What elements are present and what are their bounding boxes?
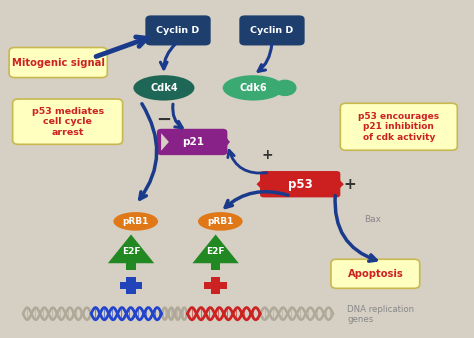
FancyBboxPatch shape — [9, 48, 107, 78]
Polygon shape — [204, 282, 227, 289]
FancyBboxPatch shape — [157, 129, 228, 155]
Polygon shape — [256, 177, 264, 192]
Polygon shape — [126, 263, 136, 270]
Ellipse shape — [223, 75, 284, 101]
Text: E2F: E2F — [206, 247, 225, 256]
FancyBboxPatch shape — [239, 16, 305, 45]
FancyBboxPatch shape — [146, 16, 210, 45]
Ellipse shape — [113, 212, 158, 231]
Text: Bax: Bax — [365, 215, 382, 224]
Text: Cdk4: Cdk4 — [150, 83, 178, 93]
Text: −: − — [156, 111, 172, 129]
Text: pRB1: pRB1 — [123, 217, 149, 226]
Polygon shape — [108, 235, 154, 263]
Text: pRB1: pRB1 — [207, 217, 234, 226]
FancyBboxPatch shape — [331, 259, 420, 288]
Text: p53 encourages
p21 inhibition
of cdk activity: p53 encourages p21 inhibition of cdk act… — [358, 112, 439, 142]
Polygon shape — [223, 133, 230, 151]
Polygon shape — [192, 235, 239, 263]
Text: Apoptosis: Apoptosis — [347, 269, 403, 279]
Polygon shape — [120, 282, 142, 289]
Polygon shape — [337, 177, 344, 192]
Ellipse shape — [133, 75, 194, 101]
Text: Cyclin D: Cyclin D — [250, 26, 293, 35]
Text: p53 mediates
cell cycle
arrest: p53 mediates cell cycle arrest — [32, 107, 104, 137]
Text: Mitogenic signal: Mitogenic signal — [12, 57, 105, 68]
Text: Cyclin D: Cyclin D — [156, 26, 200, 35]
FancyBboxPatch shape — [340, 103, 457, 150]
FancyBboxPatch shape — [13, 99, 123, 144]
Text: p53: p53 — [288, 178, 312, 191]
Text: p21: p21 — [182, 137, 205, 147]
Text: DNA replication
genes: DNA replication genes — [347, 305, 414, 324]
Text: E2F: E2F — [122, 247, 140, 256]
Polygon shape — [211, 263, 220, 270]
Polygon shape — [161, 133, 169, 151]
Text: +: + — [343, 177, 356, 192]
Text: +: + — [262, 148, 273, 163]
FancyBboxPatch shape — [260, 171, 340, 197]
Ellipse shape — [198, 212, 243, 231]
Ellipse shape — [273, 80, 297, 96]
Polygon shape — [126, 277, 136, 294]
Polygon shape — [211, 277, 220, 294]
Text: Cdk6: Cdk6 — [239, 83, 267, 93]
